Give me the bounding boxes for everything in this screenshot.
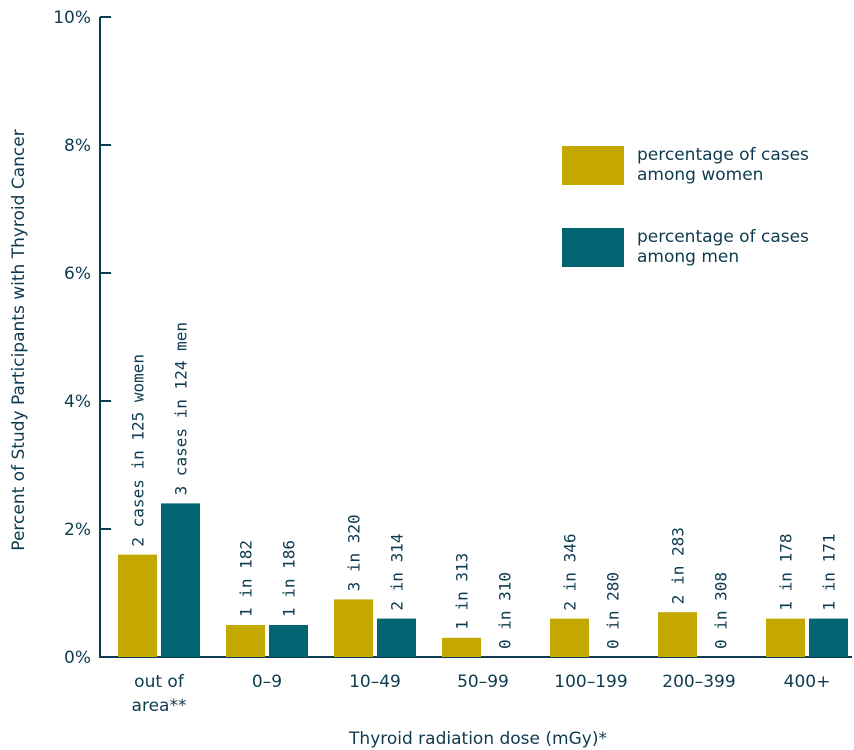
bar — [269, 625, 308, 657]
bar-data-label: 2 in 314 — [388, 534, 407, 611]
x-tick-label: 200–399 — [662, 672, 735, 692]
y-tick-label: 0% — [64, 648, 91, 668]
bar — [377, 618, 416, 657]
legend-label: among women — [637, 165, 763, 185]
bar-data-label: 1 in 171 — [820, 534, 839, 611]
y-tick-label: 6% — [64, 264, 91, 284]
bar-data-label: 0 in 310 — [496, 572, 515, 649]
x-tick-label: 50–99 — [457, 672, 509, 692]
y-tick-label: 2% — [64, 520, 91, 540]
bar-data-label: 0 in 308 — [712, 572, 731, 649]
bar — [334, 599, 373, 657]
x-tick-label: 10–49 — [349, 672, 401, 692]
legend-swatch — [562, 146, 624, 185]
x-tick-label: area** — [132, 696, 187, 716]
x-tick-label: 0–9 — [252, 672, 282, 692]
legend-label: percentage of cases — [637, 145, 809, 165]
bar-data-label: 2 in 346 — [561, 534, 580, 611]
bar-data-label: 1 in 178 — [777, 534, 796, 611]
bar-data-label: 2 in 283 — [669, 527, 688, 604]
legend-label: among men — [637, 247, 739, 267]
legend-label: percentage of cases — [637, 227, 809, 247]
bar — [809, 618, 848, 657]
x-tick-label: 400+ — [784, 672, 831, 692]
bar — [766, 618, 805, 657]
legend-swatch — [562, 228, 624, 267]
bar — [658, 612, 697, 657]
bar — [442, 637, 481, 657]
bar-data-label: 1 in 186 — [280, 540, 299, 617]
bar-data-label: 1 in 313 — [453, 553, 472, 630]
bar — [226, 625, 265, 657]
bar — [161, 503, 200, 657]
y-tick-label: 4% — [64, 392, 91, 412]
x-tick-label: 100–199 — [554, 672, 627, 692]
y-tick-label: 10% — [53, 8, 91, 28]
bar-data-label: 2 cases in 125 women — [129, 354, 148, 547]
bar-data-label: 0 in 280 — [604, 572, 623, 649]
bar — [118, 554, 157, 657]
y-tick-label: 8% — [64, 136, 91, 156]
bar-data-label: 3 in 320 — [345, 514, 364, 591]
x-tick-label: out of — [134, 672, 185, 692]
y-axis-title: Percent of Study Participants with Thyro… — [9, 129, 29, 550]
bar-data-label: 1 in 182 — [237, 540, 256, 617]
bar — [550, 618, 589, 657]
bar-data-label: 3 cases in 124 men — [172, 322, 191, 495]
x-axis-title: Thyroid radiation dose (mGy)* — [348, 729, 607, 749]
